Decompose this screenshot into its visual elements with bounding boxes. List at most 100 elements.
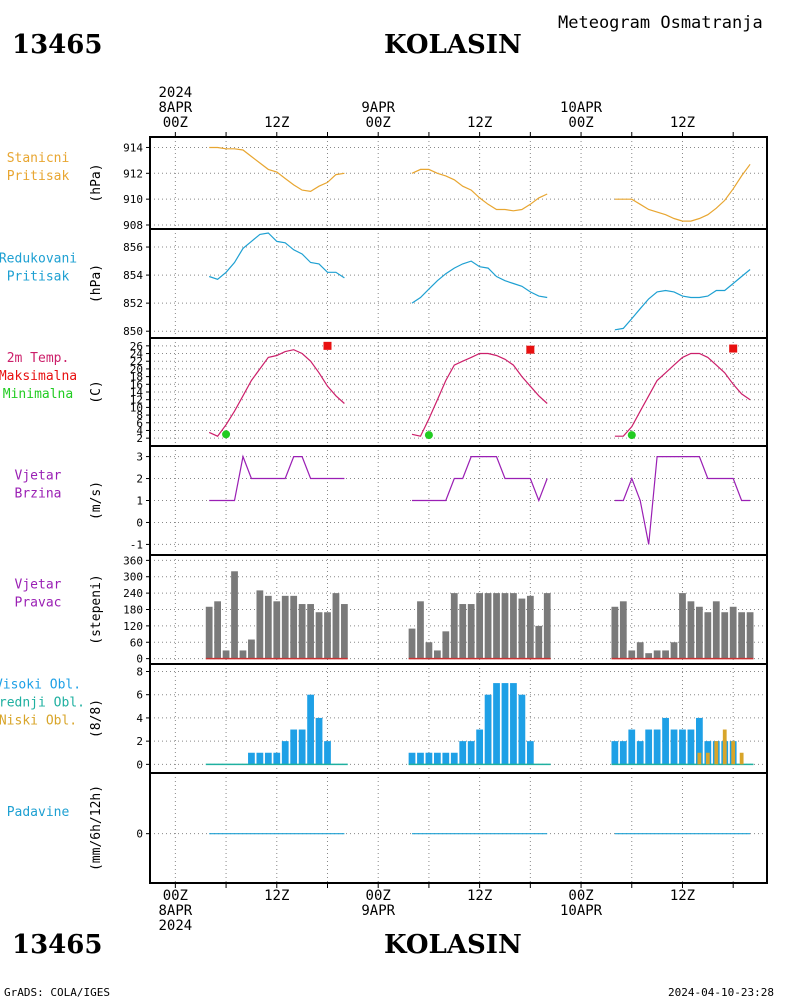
panel-label: Srednji Obl. xyxy=(0,696,85,711)
bottom-time-label: 2024 xyxy=(158,918,192,934)
bar xyxy=(298,729,306,765)
panel-label: Padavine xyxy=(7,805,70,820)
bar xyxy=(722,729,727,765)
top-time-label: 10APR xyxy=(560,100,603,116)
series-line xyxy=(208,349,345,437)
bar xyxy=(704,612,712,659)
bar xyxy=(518,598,526,659)
bar xyxy=(714,741,719,765)
bar xyxy=(433,752,441,765)
y-tick-label: 120 xyxy=(123,620,143,633)
panel-label: Redukovani xyxy=(0,252,77,267)
top-time-label: 00Z xyxy=(366,115,391,131)
bar xyxy=(281,595,289,659)
y-tick-label: 3 xyxy=(136,451,143,464)
panel-label: Vjetar xyxy=(15,578,62,593)
footer-timestamp: 2024-04-10-23:28 xyxy=(668,986,774,999)
bar xyxy=(459,604,467,659)
bar xyxy=(636,642,644,659)
bar xyxy=(619,601,627,659)
bar xyxy=(705,752,710,765)
y-tick-label: 4 xyxy=(136,712,143,725)
bar xyxy=(738,612,746,659)
bar xyxy=(315,717,323,765)
bar xyxy=(687,601,695,659)
bar xyxy=(628,650,636,659)
bar xyxy=(324,612,331,659)
bar xyxy=(273,601,281,659)
y-tick-label: 0 xyxy=(136,758,143,771)
series-line xyxy=(411,352,548,437)
y-axis-label: (8/8) xyxy=(89,699,104,738)
bar xyxy=(535,625,543,659)
y-axis-label: (hPa) xyxy=(89,264,104,303)
y-tick-label: 360 xyxy=(123,554,143,567)
minimum-marker xyxy=(627,431,636,440)
bar xyxy=(231,571,238,659)
bar xyxy=(442,631,450,659)
panel-label: Brzina xyxy=(15,487,62,502)
station-name-bottom: KOLASIN xyxy=(384,930,522,960)
y-tick-label: 2 xyxy=(136,473,143,486)
panel-label: Maksimalna xyxy=(0,369,77,384)
bar xyxy=(341,604,348,659)
panel-frame xyxy=(149,228,768,339)
bar xyxy=(670,729,678,765)
bar xyxy=(476,593,484,659)
bar xyxy=(264,595,272,659)
bar xyxy=(459,741,467,765)
bar xyxy=(205,606,213,659)
station-name-top: KOLASIN xyxy=(384,30,522,60)
bottom-time-label: 10APR xyxy=(560,903,603,919)
minimum-marker xyxy=(222,430,231,439)
y-tick-label: 912 xyxy=(123,167,143,180)
y-tick-label: 60 xyxy=(130,636,143,649)
top-time-label: 12Z xyxy=(670,115,695,131)
bar xyxy=(731,741,736,765)
panel-label: Niski Obl. xyxy=(0,714,77,729)
top-time-label: 2024 xyxy=(158,85,192,101)
bar xyxy=(619,741,627,765)
bar xyxy=(433,650,441,659)
top-time-label: 00Z xyxy=(568,115,593,131)
y-tick-label: 914 xyxy=(123,141,143,154)
bar xyxy=(417,752,424,765)
bar xyxy=(543,593,551,659)
y-tick-label: 908 xyxy=(123,219,143,232)
bar xyxy=(307,694,314,765)
panel-label: Visoki Obl. xyxy=(0,678,81,693)
bar xyxy=(256,590,264,659)
bar xyxy=(518,694,526,765)
y-tick-label: 20 xyxy=(130,363,143,376)
bottom-time-label: 12Z xyxy=(670,888,695,904)
bar xyxy=(484,593,492,659)
bar xyxy=(687,729,695,765)
panel-label: Stanicni xyxy=(7,151,70,166)
y-tick-label: 16 xyxy=(130,378,143,391)
y-tick-label: 850 xyxy=(123,325,143,338)
bar xyxy=(679,729,686,765)
y-tick-label: 854 xyxy=(123,269,143,282)
y-tick-label: -1 xyxy=(130,538,143,551)
bar xyxy=(248,639,255,659)
bar xyxy=(239,650,247,659)
bar xyxy=(662,650,669,659)
y-tick-label: 8 xyxy=(136,409,143,422)
bar xyxy=(636,741,644,765)
series-line xyxy=(411,260,548,304)
bar xyxy=(484,694,492,765)
panel-label: Pritisak xyxy=(7,270,70,285)
panel-frame xyxy=(149,772,768,884)
chart-subtitle: Meteogram Osmatranja xyxy=(558,13,763,33)
top-time-label: 9APR xyxy=(361,100,395,116)
bar xyxy=(746,612,754,659)
maximum-marker xyxy=(729,344,738,353)
bar xyxy=(273,752,281,765)
bar xyxy=(645,653,653,659)
panel-label: 2m Temp. xyxy=(7,351,70,366)
bar xyxy=(501,593,509,659)
bar xyxy=(645,729,653,765)
bar xyxy=(214,601,221,659)
y-tick-label: 1 xyxy=(136,495,143,508)
bar xyxy=(264,752,272,765)
